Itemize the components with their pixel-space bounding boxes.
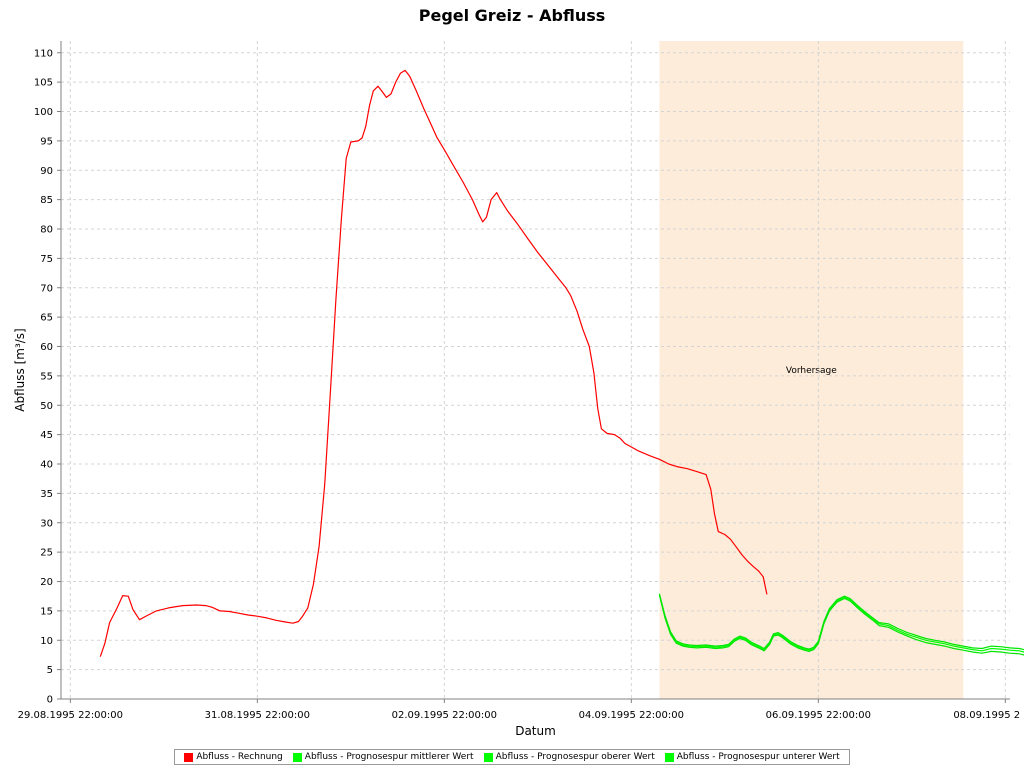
y-tick-label: 5 xyxy=(47,665,53,676)
legend-swatch xyxy=(184,752,194,762)
x-tick-label: 02.09.1995 22:00:00 xyxy=(392,710,497,721)
x-tick-label: 06.09.1995 22:00:00 xyxy=(766,710,871,721)
series-line-1 xyxy=(99,69,768,657)
legend-label: Abfluss - Prognosespur mittlerer Wert xyxy=(304,752,474,762)
y-tick-label: 30 xyxy=(40,518,53,529)
series-line-4 xyxy=(658,594,1024,656)
y-tick-label: 40 xyxy=(40,460,53,471)
x-tick-label: 04.09.1995 22:00:00 xyxy=(579,710,684,721)
x-axis-label: Datum xyxy=(515,724,556,738)
y-tick-label: 20 xyxy=(40,577,53,588)
forecast-band-label: Vorhersage xyxy=(786,366,837,376)
y-tick-label: 45 xyxy=(40,430,53,441)
y-tick-label: 60 xyxy=(40,342,53,353)
legend-swatch xyxy=(664,752,674,762)
y-tick-label: 100 xyxy=(34,107,53,118)
y-tick-label: 80 xyxy=(40,225,53,236)
series-line-3 xyxy=(658,593,1024,651)
x-tick-label: 29.08.1995 22:00:00 xyxy=(18,710,123,721)
y-tick-label: 50 xyxy=(40,401,53,412)
chart-title: Pegel Greiz - Abfluss xyxy=(418,6,606,25)
legend-swatch xyxy=(483,752,493,762)
legend-item-1: Abfluss - Rechnung xyxy=(184,752,283,762)
y-tick-label: 65 xyxy=(40,313,53,324)
x-tick-label: 08.09.1995 2 xyxy=(953,710,1020,721)
legend-item-3: Abfluss - Prognosespur oberer Wert xyxy=(483,752,655,762)
legend-item-4: Abfluss - Prognosespur unterer Wert xyxy=(664,752,840,762)
y-tick-label: 55 xyxy=(40,371,53,382)
legend-label: Abfluss - Rechnung xyxy=(196,752,283,762)
legend-label: Abfluss - Prognosespur unterer Wert xyxy=(676,752,840,762)
forecast-band xyxy=(659,41,964,699)
legend-item-2: Abfluss - Prognosespur mittlerer Wert xyxy=(292,752,474,762)
y-tick-label: 105 xyxy=(34,78,53,89)
x-tick-label: 31.08.1995 22:00:00 xyxy=(205,710,310,721)
y-tick-label: 95 xyxy=(40,136,53,147)
y-tick-label: 35 xyxy=(40,489,53,500)
y-tick-label: 15 xyxy=(40,606,53,617)
y-tick-label: 110 xyxy=(34,48,53,59)
y-axis-label: Abfluss [m³/s] xyxy=(13,328,27,411)
legend: Abfluss - Rechnung Abfluss - Prognosespur… xyxy=(174,749,850,765)
y-tick-label: 0 xyxy=(47,695,53,706)
y-tick-label: 75 xyxy=(40,254,53,265)
y-tick-label: 25 xyxy=(40,548,53,559)
legend-swatch xyxy=(292,752,302,762)
y-tick-label: 10 xyxy=(40,636,53,647)
legend-label: Abfluss - Prognosespur oberer Wert xyxy=(495,752,655,762)
y-tick-label: 85 xyxy=(40,195,53,206)
y-tick-label: 70 xyxy=(40,283,53,294)
y-tick-label: 90 xyxy=(40,166,53,177)
